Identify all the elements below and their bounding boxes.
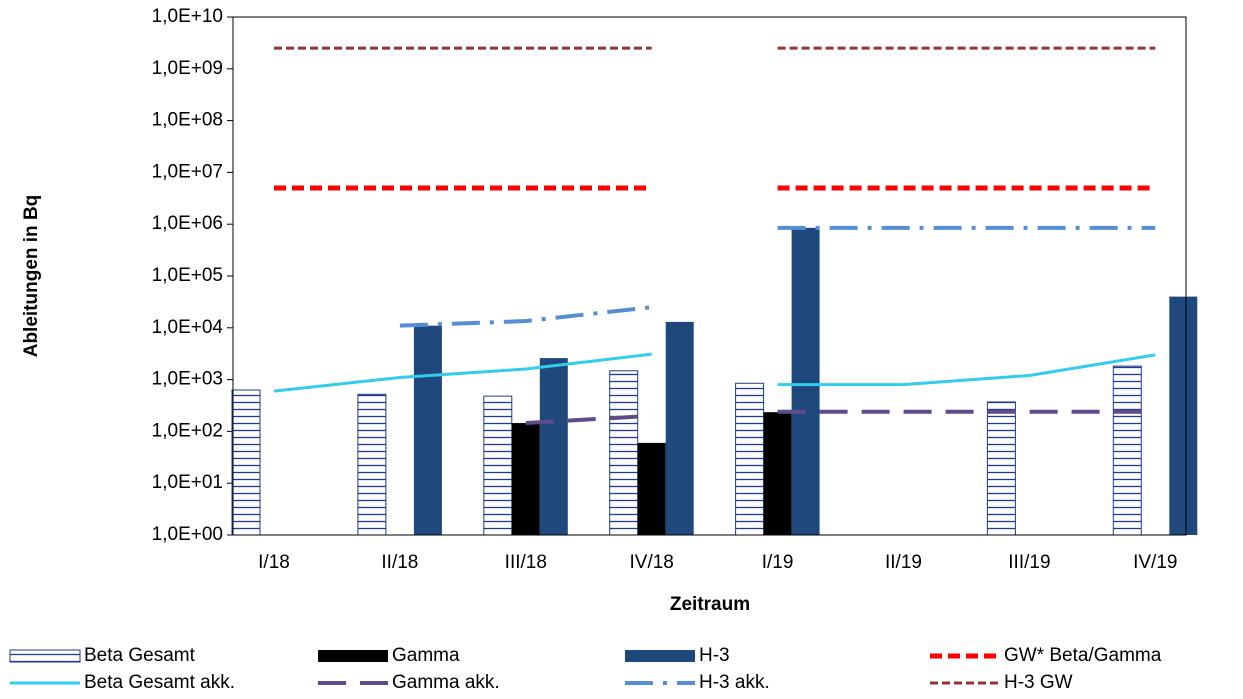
bar: [986, 401, 1016, 536]
bar: [539, 358, 568, 535]
legend-label: Beta Gesamt akk.: [84, 672, 235, 693]
bar: [511, 423, 540, 535]
y-tick-label: 1,0E+06: [152, 213, 223, 234]
legend-swatch: [318, 650, 388, 662]
y-tick-label: 1,0E+08: [152, 110, 223, 131]
legend-label: H-3 akk.: [699, 672, 770, 693]
bar: [609, 370, 639, 536]
y-axis-label: Ableitungen in Bq: [21, 195, 42, 358]
x-tick-label: II/19: [885, 552, 922, 573]
bar: [357, 393, 387, 536]
y-tick-label: 1,0E+05: [152, 265, 223, 286]
legend-label: Gamma akk.: [392, 672, 500, 693]
legend-label: H-3: [699, 645, 730, 666]
legend-label: Beta Gesamt: [84, 645, 196, 666]
x-tick-label: IV/18: [630, 552, 674, 573]
x-tick-label: III/19: [1008, 552, 1050, 573]
legend-label: Gamma: [392, 645, 460, 666]
x-axis-label: Zeitraum: [670, 594, 750, 615]
y-tick-label: 1,0E+09: [152, 58, 223, 79]
x-tick-label: IV/19: [1133, 552, 1177, 573]
line: [777, 353, 1156, 387]
line: [273, 352, 652, 393]
legend-swatch: [625, 650, 695, 662]
y-tick-label: 1,0E+10: [152, 6, 223, 27]
legend-label: H-3 GW: [1004, 672, 1073, 693]
x-tick-label: III/18: [505, 552, 547, 573]
bar: [231, 389, 261, 536]
x-tick-label: II/18: [381, 552, 418, 573]
bar: [413, 325, 442, 535]
y-tick-label: 1,0E+03: [152, 369, 223, 390]
y-tick-label: 1,0E+02: [152, 420, 223, 441]
x-tick-label: I/19: [762, 552, 794, 573]
x-tick-label: I/18: [258, 552, 290, 573]
bar: [1112, 365, 1142, 536]
bar: [1169, 296, 1198, 535]
bar: [665, 321, 694, 535]
line: [399, 305, 652, 328]
y-tick-label: 1,0E+00: [152, 524, 223, 545]
legend-label: GW* Beta/Gamma: [1004, 645, 1162, 666]
y-tick-label: 1,0E+04: [152, 317, 224, 338]
line: [525, 413, 652, 426]
y-tick-label: 1,0E+07: [152, 161, 223, 182]
bar: [791, 227, 820, 536]
legend-swatch: [9, 649, 81, 663]
y-tick-label: 1,0E+01: [152, 472, 223, 493]
bar: [763, 412, 792, 535]
bar: [735, 382, 765, 536]
bar: [483, 395, 513, 536]
plot-frame: [232, 16, 1187, 536]
bar: [637, 442, 666, 535]
